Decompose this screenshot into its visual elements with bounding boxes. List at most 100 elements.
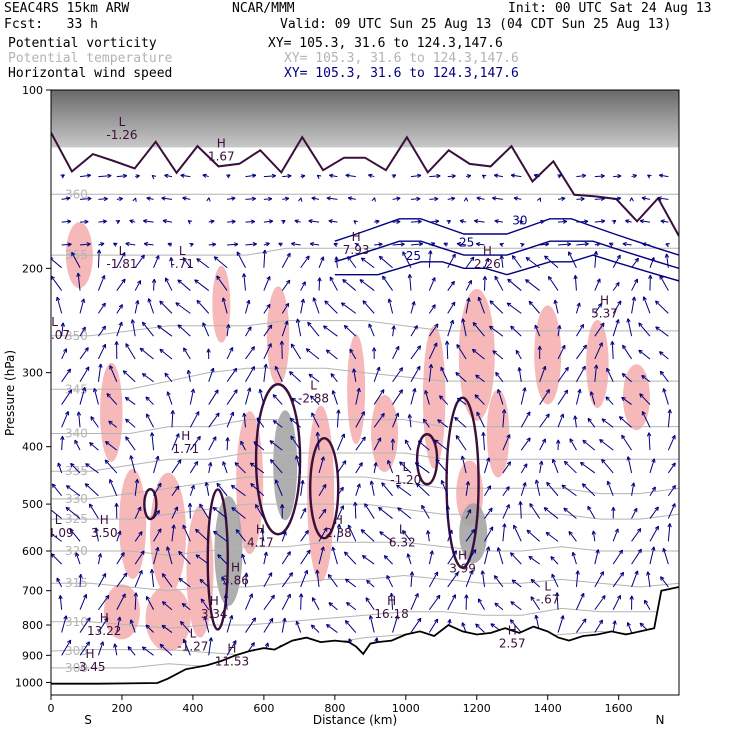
- wind-arrowhead: [317, 277, 322, 282]
- isotach-label: 25: [459, 235, 474, 249]
- wind-arrowhead: [651, 486, 656, 491]
- wind-arrowhead: [304, 530, 309, 535]
- wind-arrowhead: [287, 173, 292, 179]
- wind-arrow: [61, 411, 69, 428]
- wind-arrowhead: [639, 622, 645, 628]
- pv-extremum-value: 3.34: [201, 607, 228, 621]
- wind-arrow: [561, 484, 577, 497]
- wind-arrowhead: [617, 173, 622, 179]
- wind-arrow: [151, 432, 155, 451]
- theta-isentrope-label: 330: [65, 492, 88, 506]
- wind-arrow: [484, 257, 489, 268]
- wind-arrow: [564, 460, 577, 474]
- wind-arrowhead: [320, 546, 325, 551]
- wind-arrow: [61, 322, 64, 337]
- wind-arrowhead: [489, 300, 494, 305]
- wind-arrow: [622, 344, 633, 360]
- wind-arrowhead: [178, 550, 183, 556]
- wind-arrowhead: [493, 575, 499, 580]
- wind-arrowhead: [654, 506, 659, 511]
- wind-arrowhead: [411, 301, 416, 306]
- wind-arrowhead: [159, 348, 164, 354]
- wind-arrow: [631, 482, 635, 496]
- wind-arrowhead: [157, 482, 162, 488]
- wind-arrow: [162, 601, 173, 611]
- wind-arrowhead: [300, 298, 305, 304]
- wind-arrowhead: [125, 241, 130, 247]
- wind-arrowhead: [180, 173, 185, 178]
- wind-arrow: [216, 275, 228, 291]
- wind-arrowhead: [356, 483, 361, 488]
- wind-arrowhead: [229, 615, 234, 620]
- wind-arrowhead: [78, 573, 83, 579]
- wind-arrow: [263, 249, 266, 268]
- wind-arrow: [447, 529, 453, 542]
- wind-arrow: [428, 571, 439, 588]
- wind-arrowhead: [490, 623, 495, 628]
- wind-arrowhead: [529, 503, 534, 508]
- wind-arrow: [474, 220, 485, 223]
- wind-arrow: [461, 622, 467, 633]
- wind-arrowhead: [86, 242, 91, 247]
- wind-arrow: [61, 348, 67, 360]
- wind-arrow: [291, 397, 301, 405]
- pv-extremum-marker: L: [119, 115, 126, 129]
- wind-arrow: [330, 373, 338, 383]
- wind-arrow: [539, 243, 549, 246]
- wind-arrowhead: [581, 483, 587, 488]
- wind-arrow: [300, 530, 309, 542]
- wind-arrow: [245, 346, 255, 360]
- wind-arrow: [576, 618, 587, 633]
- wind-arrow: [576, 174, 586, 178]
- wind-arrow: [200, 598, 210, 611]
- wind-arrow: [392, 389, 403, 405]
- wind-arrow: [502, 461, 512, 474]
- wind-arrow: [79, 174, 91, 178]
- wind-arrowhead: [507, 278, 512, 284]
- wind-arrow: [548, 276, 559, 291]
- wind-arrowhead: [470, 256, 475, 262]
- wind-arrow: [638, 322, 651, 337]
- wind-arrowhead: [114, 341, 119, 346]
- wind-arrow: [318, 456, 325, 474]
- wind-arrow: [61, 615, 67, 633]
- wind-arrow: [528, 300, 541, 314]
- wind-arrowhead: [104, 440, 110, 446]
- wind-arrowhead: [274, 365, 279, 371]
- wind-arrowhead: [545, 413, 550, 418]
- wind-arrowhead: [488, 507, 493, 513]
- wind-arrowhead: [109, 365, 114, 370]
- wind-arrowhead: [208, 462, 213, 467]
- wind-arrowhead: [658, 173, 664, 178]
- wind-arrowhead: [295, 318, 301, 323]
- wind-arrow: [627, 456, 633, 474]
- wind-arrowhead: [646, 571, 651, 576]
- wind-arrow: [374, 243, 383, 246]
- wind-arrow: [243, 273, 246, 291]
- wind-arrowhead: [311, 196, 316, 201]
- wind-arrowhead: [96, 249, 102, 254]
- wind-arrow: [344, 551, 357, 565]
- x-tick-label: 1200: [463, 702, 491, 715]
- wind-arrow: [427, 530, 430, 542]
- wind-arrow: [98, 220, 107, 223]
- wind-arrow: [125, 343, 136, 360]
- wind-arrowhead: [499, 242, 504, 248]
- wind-arrow: [476, 243, 485, 246]
- wind-arrowhead: [566, 242, 572, 247]
- wind-arrowhead: [434, 439, 439, 444]
- wind-arrowhead: [122, 173, 128, 179]
- wind-arrow: [594, 278, 601, 291]
- wind-arrowhead: [232, 367, 238, 373]
- wind-arrow: [300, 593, 302, 610]
- wind-arrow: [269, 440, 283, 451]
- wind-arrow: [388, 298, 394, 314]
- wind-arrow: [56, 296, 63, 314]
- wind-arrow: [575, 365, 586, 383]
- wind-arrowhead: [193, 460, 199, 466]
- wind-arrow: [329, 174, 338, 178]
- wind-arrowhead: [434, 618, 439, 624]
- pv-contour: [206, 488, 229, 631]
- wind-arrowhead: [269, 440, 274, 445]
- wind-arrowhead: [539, 460, 544, 465]
